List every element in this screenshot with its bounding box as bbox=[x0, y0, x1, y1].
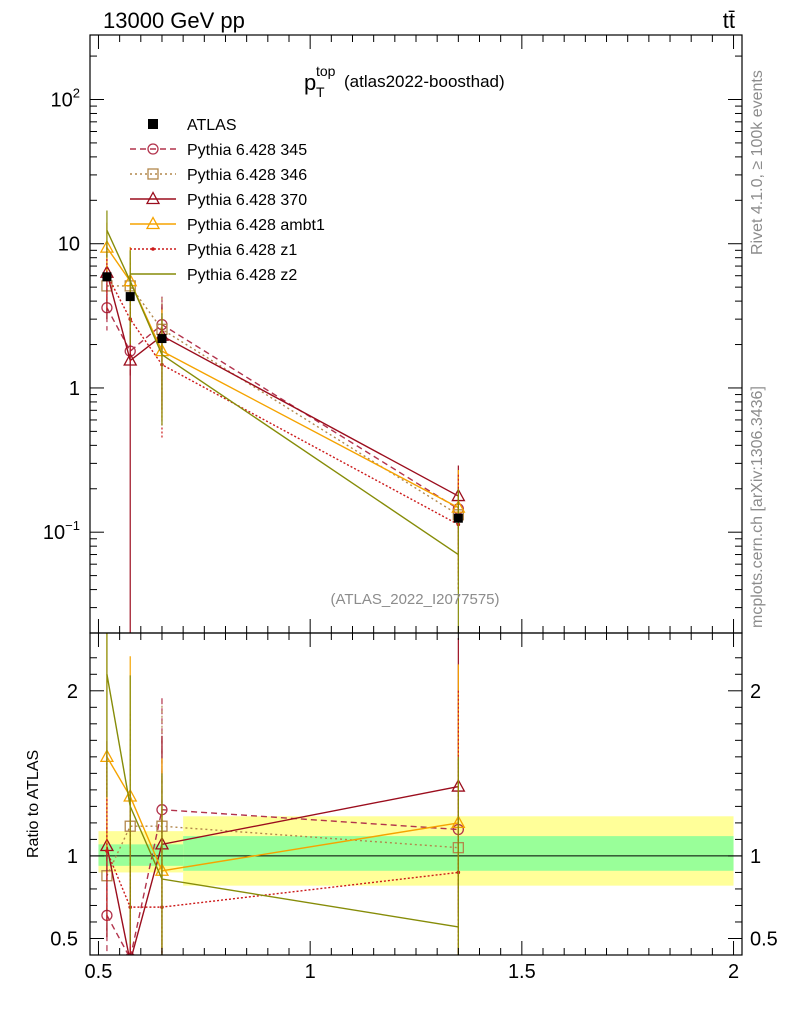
ratio-series-5 bbox=[106, 633, 459, 955]
legend-label: Pythia 6.428 346 bbox=[187, 167, 307, 184]
energy-label: 13000 GeV pp bbox=[103, 8, 245, 33]
ratio-series-3 bbox=[99, 633, 466, 955]
x-tick-label: 0.5 bbox=[85, 961, 113, 983]
y-tick-label: 10−1 bbox=[43, 518, 80, 544]
ratio-frame bbox=[89, 632, 743, 956]
legend: ATLAS Pythia 6.428 345 Pythia 6.428 346 Pyt… bbox=[130, 117, 325, 284]
ratio-ylabel: Ratio to ATLAS bbox=[25, 750, 42, 858]
ratio-line-5 bbox=[106, 674, 459, 928]
process-label: tt̄ bbox=[723, 8, 735, 33]
ratio-y-tick-label-right: 0.5 bbox=[750, 928, 778, 950]
legend-label: Pythia 6.428 345 bbox=[187, 142, 307, 159]
legend-data-marker bbox=[148, 119, 158, 129]
legend-entry-4: Pythia 6.428 ambt1 bbox=[130, 216, 325, 234]
reference-label: (ATLAS_2022_I2077575) bbox=[330, 591, 499, 608]
y-tick-label: 10 bbox=[58, 234, 80, 256]
x-tick-label: 2 bbox=[728, 961, 739, 983]
atlas-data-point bbox=[453, 513, 463, 523]
ratio-line-3 bbox=[106, 756, 459, 872]
ratio-y-tick-label-right: 2 bbox=[750, 681, 761, 703]
legend-entry-2: Pythia 6.428 346 bbox=[130, 167, 307, 184]
series-0 bbox=[101, 266, 464, 533]
legend-label: Pythia 6.428 ambt1 bbox=[187, 217, 325, 234]
ratio-line-2 bbox=[106, 785, 459, 955]
legend-entry-3: Pythia 6.428 370 bbox=[130, 191, 307, 209]
series-line-3 bbox=[106, 247, 459, 509]
legend-entry-6: Pythia 6.428 z2 bbox=[130, 267, 297, 284]
ratio-y-tick-label-left: 0.5 bbox=[50, 928, 78, 950]
atlas-data-point bbox=[125, 292, 135, 302]
y-tick-label: 102 bbox=[51, 85, 80, 111]
series-1 bbox=[101, 253, 464, 590]
ratio-line-0 bbox=[106, 808, 459, 955]
ratio-4-point bbox=[105, 849, 109, 853]
legend-label: ATLAS bbox=[187, 117, 237, 134]
atlas-data bbox=[102, 272, 463, 523]
series-line-5 bbox=[106, 229, 459, 556]
legend-marker bbox=[145, 216, 161, 230]
series-line-2 bbox=[106, 272, 459, 497]
x-tick-label: 1.5 bbox=[508, 961, 536, 983]
plot-title: p top T (atlas2022-boosthad) bbox=[304, 63, 505, 100]
rivet-label: Rivet 4.1.0, ≥ 100k events bbox=[749, 70, 766, 255]
legend-entry-0: ATLAS bbox=[148, 117, 237, 134]
legend-entry-5: Pythia 6.428 z1 bbox=[130, 242, 297, 259]
title-main: p bbox=[304, 70, 316, 95]
series-4 bbox=[105, 246, 461, 590]
legend-label: Pythia 6.428 z2 bbox=[187, 267, 297, 284]
source-label: mcplots.cern.ch [arXiv:1306.3436] bbox=[749, 386, 766, 628]
title-suffix: (atlas2022-boosthad) bbox=[344, 72, 505, 91]
title-sub: T bbox=[316, 84, 325, 100]
atlas-data-point bbox=[157, 334, 167, 344]
x-tick-label: 1 bbox=[305, 961, 316, 983]
ratio-line-1 bbox=[106, 825, 459, 877]
legend-entry-1: Pythia 6.428 345 bbox=[130, 142, 307, 159]
series-5 bbox=[106, 210, 459, 633]
ratio-panel-series bbox=[90, 633, 742, 955]
main-panel-series bbox=[99, 210, 466, 633]
legend-marker bbox=[151, 247, 155, 251]
title-sup: top bbox=[316, 63, 336, 79]
series-line-1 bbox=[106, 285, 459, 516]
legend-label: Pythia 6.428 z1 bbox=[187, 242, 297, 259]
axes-ticks: 0.5 1 1.5 2 102 10 1 10−1 0.5 0.5 1 1 2 2 bbox=[43, 35, 778, 983]
atlas-data-point bbox=[102, 272, 112, 282]
ratio-2-point bbox=[129, 953, 131, 955]
ratio-line-4 bbox=[106, 850, 459, 908]
legend-label: Pythia 6.428 370 bbox=[187, 192, 307, 209]
ratio-y-tick-label-left: 1 bbox=[67, 846, 78, 868]
series-line-4 bbox=[106, 274, 459, 526]
series-2-point bbox=[123, 352, 138, 366]
series-line-0 bbox=[106, 307, 459, 510]
legend-marker bbox=[145, 191, 161, 205]
legend-marker bbox=[147, 168, 159, 180]
y-tick-label: 1 bbox=[69, 378, 80, 400]
ratio-y-tick-label-left: 2 bbox=[67, 681, 78, 703]
ratio-y-tick-label-right: 1 bbox=[750, 846, 761, 868]
legend-marker bbox=[147, 143, 159, 155]
